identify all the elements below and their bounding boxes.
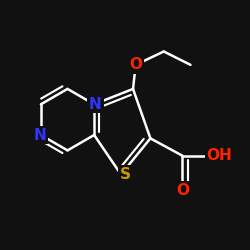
- Text: N: N: [89, 97, 102, 112]
- Text: O: O: [176, 183, 189, 198]
- Text: N: N: [33, 128, 46, 142]
- Text: S: S: [120, 167, 130, 182]
- Text: OH: OH: [206, 148, 232, 163]
- Text: O: O: [129, 57, 142, 72]
